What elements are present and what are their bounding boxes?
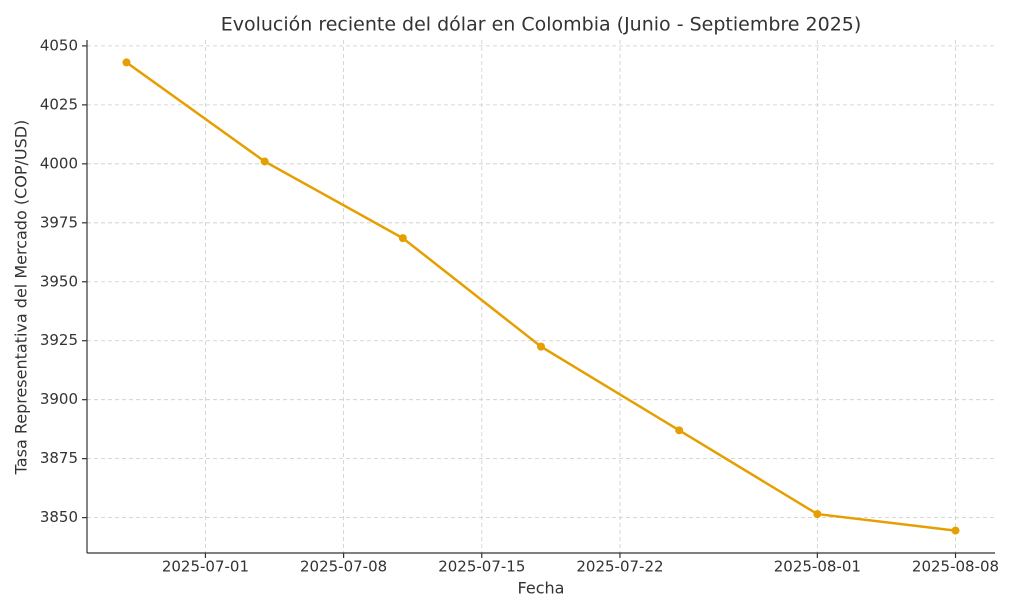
y-tick-label: 3975 <box>40 213 78 231</box>
chart-title: Evolución reciente del dólar en Colombia… <box>221 14 862 36</box>
y-tick-label: 3950 <box>40 272 78 290</box>
x-tick-label: 2025-08-01 <box>774 558 861 576</box>
x-tick-label: 2025-07-22 <box>576 558 663 576</box>
x-tick-label: 2025-08-08 <box>912 558 999 576</box>
point <box>260 157 269 166</box>
x-axis-label: Fecha <box>518 579 565 598</box>
point <box>122 58 131 67</box>
y-tick-label: 3875 <box>40 449 78 467</box>
y-tick-label: 4025 <box>40 95 78 113</box>
y-tick-label: 3900 <box>40 390 78 408</box>
point <box>813 510 822 519</box>
point <box>537 342 545 351</box>
x-tick-label: 2025-07-08 <box>300 558 387 576</box>
point <box>398 234 407 243</box>
y-axis-label: Tasa Representativa del Mercado (COP/USD… <box>12 120 31 476</box>
point <box>675 426 684 435</box>
x-tick-label: 2025-07-15 <box>438 558 525 576</box>
line <box>125 61 956 532</box>
y-tick-label: 3925 <box>40 331 78 349</box>
x-tick-label: 2025-07-01 <box>162 558 249 576</box>
y-tick-label: 4050 <box>40 36 78 54</box>
point <box>951 526 960 535</box>
y-tick-label: 3850 <box>40 508 78 526</box>
y-tick-label: 4000 <box>40 154 78 172</box>
